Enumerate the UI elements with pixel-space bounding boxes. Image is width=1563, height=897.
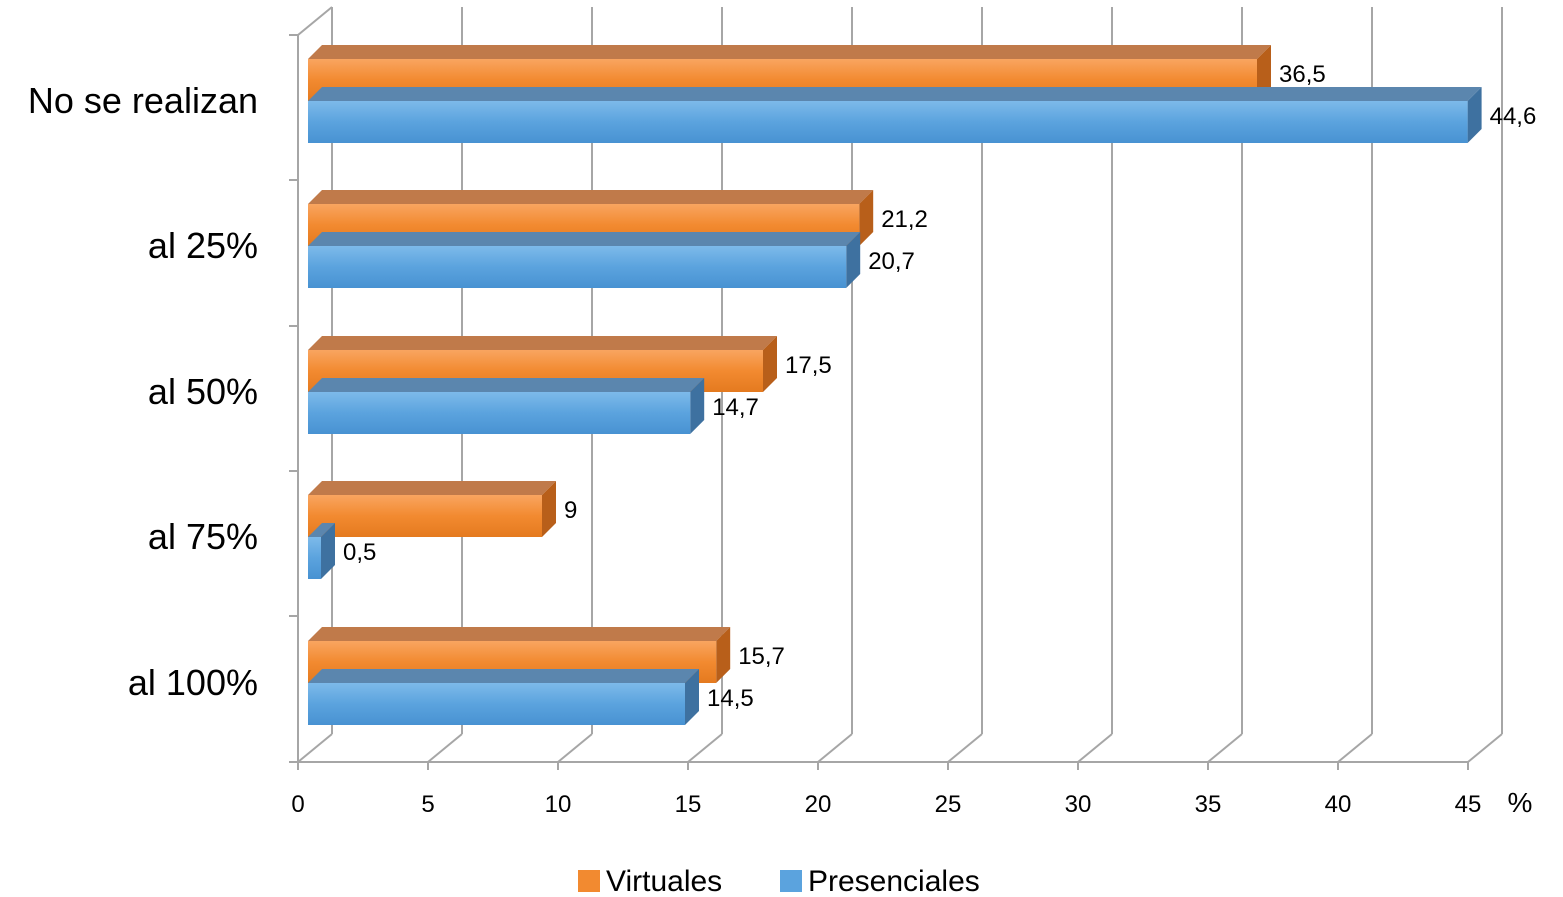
category-label: No se realizan: [28, 80, 258, 121]
bar-presenciales: [308, 232, 861, 288]
x-tick-label: 15: [675, 791, 702, 818]
bar-top-face: [308, 669, 699, 683]
gridline-floor: [1467, 733, 1503, 763]
x-tick-label: 45: [1455, 791, 1482, 818]
bar-front-face: [308, 683, 685, 725]
bar-side-face: [763, 336, 777, 392]
legend-label: Virtuales: [606, 865, 722, 897]
bar-top-face: [308, 45, 1271, 59]
data-label: 9: [564, 497, 577, 524]
bar-virtuales: [308, 481, 556, 537]
legend-label: Presenciales: [808, 865, 980, 897]
bar-presenciales: [308, 669, 699, 725]
x-tick-label: 20: [805, 791, 832, 818]
gridline-floor: [557, 733, 593, 763]
gridline-floor: [1207, 733, 1243, 763]
x-tick-label: 35: [1195, 791, 1222, 818]
legend: Virtuales Presenciales: [578, 865, 980, 897]
bar-top-face: [308, 336, 777, 350]
data-label: 0,5: [343, 539, 376, 566]
x-tick-label: 0: [291, 791, 304, 818]
gridline-floor: [1337, 733, 1373, 763]
bar-top-face: [308, 481, 556, 495]
gridline-floor: [687, 733, 723, 763]
bar-side-face: [1467, 87, 1482, 143]
data-label: 44,6: [1490, 103, 1537, 130]
bar-top-face: [308, 87, 1482, 101]
bar-side-face: [859, 190, 874, 246]
labels-layer: 0 5 10 15 20 25 30 35 40 45 % No se realizan al 25% a…: [28, 61, 1536, 818]
bar-front-face: [308, 246, 847, 288]
data-label: 36,5: [1279, 61, 1326, 88]
category-label: al 25%: [148, 225, 258, 266]
legend-swatch: [780, 870, 802, 892]
x-tick-label: 25: [935, 791, 962, 818]
data-label: 14,5: [707, 685, 754, 712]
bar-front-face: [308, 495, 542, 537]
bar-top-face: [308, 627, 731, 641]
bar-top-face: [308, 378, 705, 392]
data-label: 20,7: [868, 248, 915, 275]
bar-top-face: [308, 523, 335, 537]
x-tick-label: 30: [1065, 791, 1092, 818]
x-tick-label: 10: [545, 791, 572, 818]
x-tick-label: 5: [421, 791, 434, 818]
data-label: 14,7: [712, 394, 759, 421]
x-axis-unit: %: [1508, 787, 1533, 818]
gridline-floor: [297, 733, 333, 763]
bar-side-face: [846, 232, 861, 288]
bar-presenciales: [308, 523, 335, 579]
category-label: al 75%: [148, 516, 258, 557]
bar-presenciales: [308, 87, 1482, 143]
bar-front-face: [308, 101, 1468, 143]
bar-side-face: [321, 523, 335, 579]
bar-side-face: [542, 481, 556, 537]
bar-front-face: [308, 537, 321, 579]
bar-presenciales: [308, 378, 705, 434]
bar-side-face: [716, 627, 731, 683]
bar-top-face: [308, 190, 874, 204]
bar-top-face: [308, 232, 861, 246]
data-label: 15,7: [738, 643, 785, 670]
bar-side-face: [690, 378, 705, 434]
gridline-floor: [817, 733, 853, 763]
bar-side-face: [685, 669, 699, 725]
back-wall-top-edge: [297, 6, 333, 36]
bars-layer: [308, 45, 1482, 725]
legend-swatch: [578, 870, 600, 892]
gridline-floor: [427, 733, 463, 763]
bar-front-face: [308, 392, 691, 434]
category-label: al 100%: [128, 662, 258, 703]
x-tick-label: 40: [1325, 791, 1352, 818]
category-label: al 50%: [148, 371, 258, 412]
data-label: 21,2: [881, 206, 928, 233]
gridline-floor: [947, 733, 983, 763]
gridline-floor: [1077, 733, 1113, 763]
data-label: 17,5: [785, 352, 832, 379]
